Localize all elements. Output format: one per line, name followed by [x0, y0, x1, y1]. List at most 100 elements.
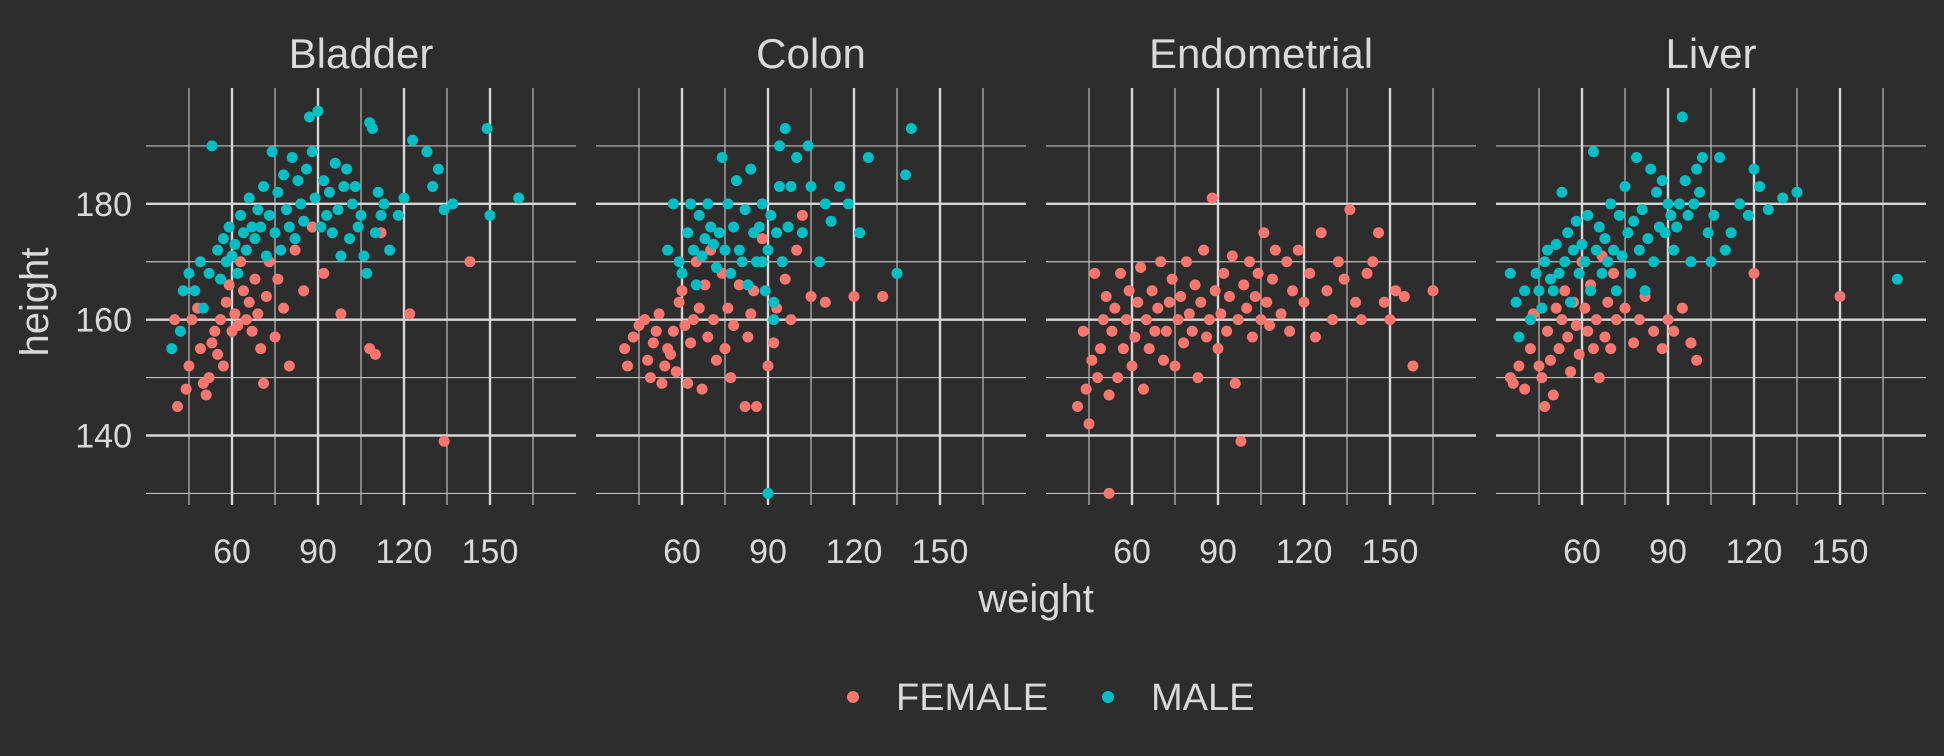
x-axis-title: weight — [977, 577, 1094, 621]
point-male — [1651, 186, 1663, 198]
point-female — [172, 401, 184, 413]
point-male — [765, 209, 777, 221]
point-female — [1524, 343, 1536, 355]
point-male — [705, 221, 717, 233]
point-male — [1565, 296, 1577, 308]
point-male — [346, 198, 358, 210]
point-female — [670, 366, 682, 378]
point-female — [756, 233, 768, 245]
y-axis-title: height — [13, 248, 57, 357]
point-female — [1550, 302, 1562, 314]
legend-item-female: FEMALE — [847, 677, 1048, 719]
point-male — [1708, 209, 1720, 221]
point-female — [229, 308, 241, 320]
point-female — [1083, 418, 1095, 430]
point-female — [1513, 360, 1525, 372]
facet-title-liver: Liver — [1665, 30, 1756, 77]
point-male — [203, 267, 215, 279]
series-female-liver — [1504, 250, 1846, 413]
facet-liver: Liver 60 90 120 150 — [1496, 30, 1926, 571]
point-male — [306, 146, 318, 158]
point-female — [1579, 302, 1591, 314]
point-male — [768, 314, 780, 326]
point-female — [237, 285, 249, 297]
x-tick-label: 150 — [1812, 533, 1869, 571]
point-female — [877, 291, 889, 302]
point-male — [309, 192, 321, 204]
point-female — [1539, 401, 1551, 413]
point-female — [1198, 244, 1210, 256]
point-male — [1542, 244, 1554, 256]
point-female — [1628, 337, 1640, 349]
point-female — [1206, 192, 1218, 204]
point-female — [369, 348, 381, 360]
point-male — [329, 157, 341, 169]
point-female — [785, 314, 797, 326]
point-female — [653, 308, 665, 320]
point-male — [1673, 198, 1685, 210]
point-male — [1734, 198, 1746, 210]
x-tick-label: 90 — [299, 533, 337, 571]
point-female — [1203, 314, 1215, 326]
point-female — [1536, 372, 1548, 384]
point-female — [1676, 302, 1688, 314]
point-female — [1103, 389, 1115, 401]
series-female-endometrial — [1072, 192, 1439, 499]
point-female — [1172, 314, 1184, 326]
point-female — [1562, 331, 1574, 343]
point-female — [696, 383, 708, 395]
point-male — [513, 192, 525, 204]
point-male — [745, 163, 757, 175]
point-male — [283, 221, 295, 233]
point-male — [217, 233, 229, 245]
point-female — [1135, 262, 1147, 274]
point-female — [206, 337, 218, 349]
point-male — [756, 256, 768, 268]
point-female — [1573, 348, 1585, 360]
point-female — [1241, 302, 1253, 314]
point-female — [1587, 343, 1599, 355]
point-female — [1338, 273, 1350, 285]
point-female — [733, 279, 745, 291]
point-male — [1633, 244, 1645, 256]
point-male — [725, 267, 737, 279]
point-female — [1223, 291, 1235, 302]
point-male — [249, 233, 261, 245]
point-female — [272, 273, 284, 285]
point-female — [1255, 314, 1267, 326]
point-male — [1504, 267, 1516, 279]
point-female — [650, 325, 662, 337]
point-female — [183, 360, 195, 372]
point-male — [384, 244, 396, 256]
point-female — [209, 325, 221, 337]
point-male — [189, 285, 201, 297]
y-tick-label: 140 — [75, 418, 132, 456]
point-female — [725, 372, 737, 384]
point-female — [220, 296, 232, 308]
point-male — [335, 250, 347, 262]
point-male — [662, 244, 674, 256]
point-male — [1559, 256, 1571, 268]
series-female-colon — [619, 209, 903, 413]
point-female — [169, 314, 181, 326]
point-female — [848, 291, 860, 302]
point-female — [1126, 360, 1138, 372]
point-male — [1665, 209, 1677, 221]
point-male — [272, 186, 284, 198]
point-male — [825, 215, 837, 227]
point-male — [779, 123, 791, 135]
point-male — [392, 209, 404, 221]
point-male — [372, 186, 384, 198]
point-female — [1544, 354, 1556, 366]
point-female — [1608, 267, 1620, 279]
point-female — [742, 331, 754, 343]
point-female — [1582, 325, 1594, 337]
point-male — [275, 244, 287, 256]
point-female — [1143, 343, 1155, 355]
point-male — [736, 256, 748, 268]
point-female — [1229, 377, 1241, 389]
point-female — [1321, 285, 1333, 297]
point-male — [773, 180, 785, 192]
point-male — [292, 175, 304, 187]
